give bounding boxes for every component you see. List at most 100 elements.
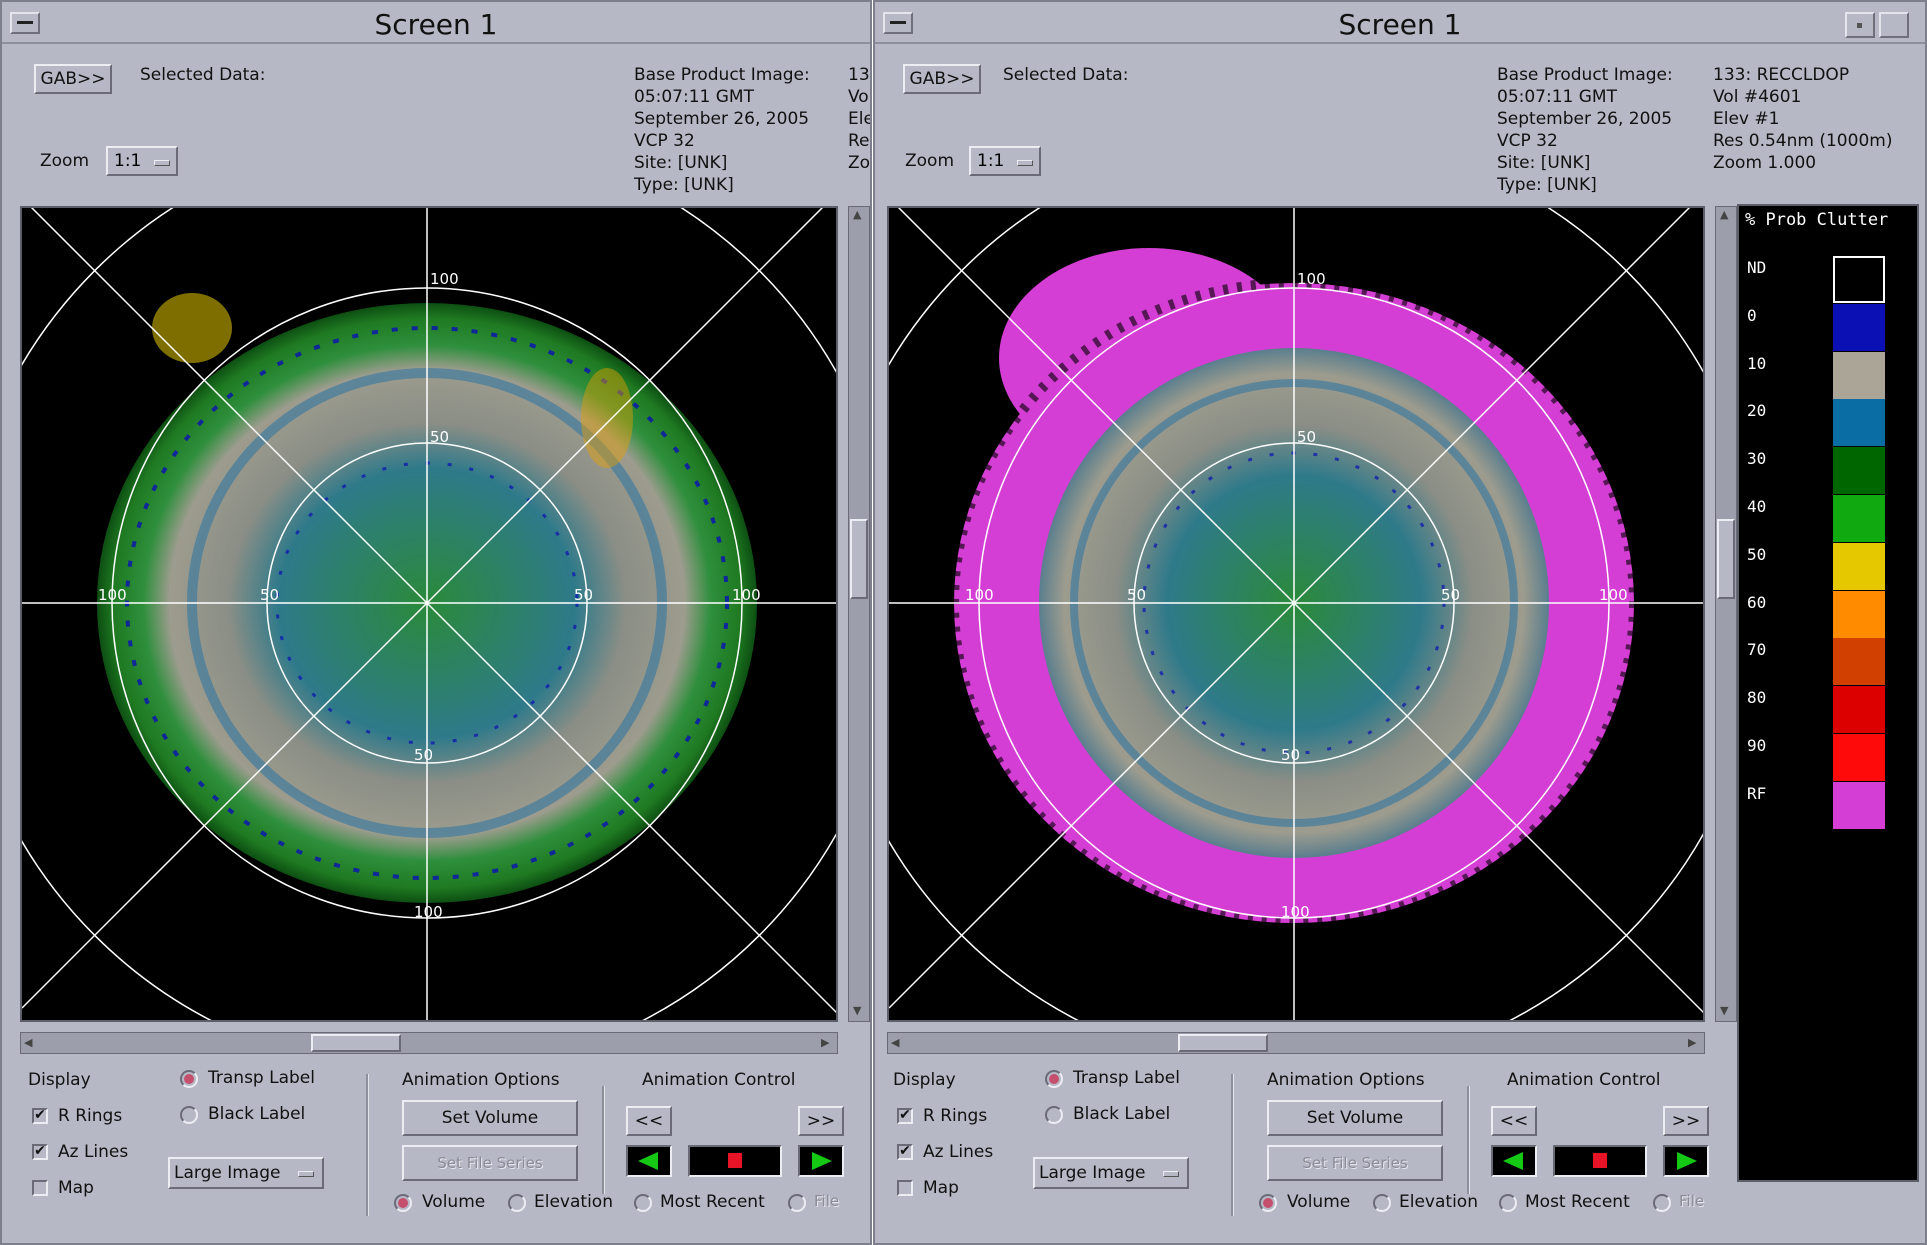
play-backward-icon: [638, 1152, 658, 1170]
black-label-text: Black Label: [208, 1104, 306, 1124]
display-heading: Display: [28, 1070, 91, 1090]
scroll-left-icon[interactable]: ◀: [24, 1036, 33, 1049]
product-info-line: September 26, 2005: [1497, 109, 1673, 129]
zoom-select[interactable]: 1:1: [106, 146, 178, 176]
black-label-radio[interactable]: [1045, 1106, 1063, 1124]
radar-image: 100 50 50 100 100 50 50 100: [889, 208, 1703, 1020]
elevation-radio[interactable]: [1373, 1194, 1391, 1212]
ring-label: 50: [430, 428, 449, 446]
product-info: Base Product Image: 05:07:11 GMT Septemb…: [634, 64, 824, 196]
azimuth-line: [889, 208, 1691, 1009]
scroll-left-icon[interactable]: ◀: [891, 1036, 900, 1049]
gab-button[interactable]: GAB>>: [34, 64, 112, 94]
ring-label: 100: [732, 586, 761, 604]
az-lines-checkbox[interactable]: ✔: [32, 1144, 48, 1160]
horizontal-scrollbar[interactable]: ◀ ▶: [20, 1032, 838, 1054]
scroll-down-icon[interactable]: ▼: [853, 1004, 862, 1017]
scroll-right-icon[interactable]: ▶: [1688, 1036, 1697, 1049]
radar-display[interactable]: 100 50 50 100 100 50 50 100: [20, 206, 838, 1022]
scroll-thumb[interactable]: [850, 519, 868, 599]
volume-radio[interactable]: [394, 1194, 412, 1212]
scroll-thumb[interactable]: [1717, 519, 1735, 599]
product-info-line: Site: [UNK]: [634, 153, 728, 173]
file-radio[interactable]: [788, 1194, 806, 1212]
product-meta-line: Res 0.54nm (1000m): [1713, 131, 1893, 151]
fast-forward-button[interactable]: >>: [1663, 1106, 1709, 1136]
volume-radio[interactable]: [1259, 1194, 1277, 1212]
ring-label: 100: [414, 903, 443, 921]
stop-button[interactable]: [1553, 1145, 1647, 1177]
product-meta-line: Elev #1: [1713, 109, 1780, 129]
volume-label: Volume: [422, 1192, 486, 1212]
play-backward-button[interactable]: [626, 1145, 672, 1177]
window-title: Screen 1: [1338, 8, 1462, 41]
ring-label: 100: [1281, 903, 1310, 921]
rewind-button[interactable]: <<: [1491, 1106, 1537, 1136]
play-forward-button[interactable]: [798, 1145, 844, 1177]
legend-swatch: [1833, 256, 1885, 303]
az-lines-checkbox[interactable]: ✔: [897, 1144, 913, 1160]
file-label: File: [814, 1192, 840, 1210]
play-forward-icon: [1677, 1152, 1697, 1170]
black-label-radio[interactable]: [180, 1106, 198, 1124]
ring-label: 100: [965, 586, 994, 604]
fast-forward-button[interactable]: >>: [798, 1106, 844, 1136]
horizontal-scrollbar[interactable]: ◀ ▶: [887, 1032, 1705, 1054]
set-file-series-button[interactable]: Set File Series: [1267, 1145, 1443, 1181]
scroll-up-icon[interactable]: ▲: [1720, 208, 1729, 221]
set-volume-button[interactable]: Set Volume: [1267, 1100, 1443, 1136]
transp-label-radio[interactable]: [180, 1070, 198, 1088]
map-label: Map: [58, 1178, 94, 1198]
most-recent-radio[interactable]: [634, 1194, 652, 1212]
scroll-thumb[interactable]: [1178, 1034, 1268, 1052]
legend-swatch: [1833, 399, 1885, 447]
set-file-series-button[interactable]: Set File Series: [402, 1145, 578, 1181]
legend-swatch: [1833, 686, 1885, 734]
zoom-value: 1:1: [114, 151, 142, 171]
product-meta-line: Vol #4601: [1713, 87, 1802, 107]
title-bar[interactable]: Screen 1: [875, 2, 1925, 44]
legend-title: % Prob Clutter: [1745, 210, 1889, 230]
elevation-radio[interactable]: [508, 1194, 526, 1212]
vertical-scrollbar[interactable]: ▲ ▼: [848, 206, 870, 1022]
play-backward-button[interactable]: [1491, 1145, 1537, 1177]
vertical-scrollbar[interactable]: ▲ ▼: [1715, 206, 1737, 1022]
product-info-line: Type: [UNK]: [1497, 175, 1597, 195]
r-rings-checkbox[interactable]: ✔: [32, 1108, 48, 1124]
most-recent-label: Most Recent: [660, 1192, 765, 1212]
map-checkbox[interactable]: [32, 1180, 48, 1196]
radar-image: 100 50 50 100 100 50 50 100: [22, 208, 836, 1020]
product-info-line: 05:07:11 GMT: [1497, 87, 1617, 107]
color-legend: % Prob Clutter ND 0 10 20 30 40 50 60 70 80 90 RF: [1737, 204, 1919, 1182]
legend-label: 10: [1747, 353, 1767, 373]
set-volume-button[interactable]: Set Volume: [402, 1100, 578, 1136]
scroll-right-icon[interactable]: ▶: [821, 1036, 830, 1049]
rewind-button[interactable]: <<: [626, 1106, 672, 1136]
play-forward-button[interactable]: [1663, 1145, 1709, 1177]
transp-label-radio[interactable]: [1045, 1070, 1063, 1088]
most-recent-radio[interactable]: [1499, 1194, 1517, 1212]
r-rings-checkbox[interactable]: ✔: [897, 1108, 913, 1124]
product-info-line: VCP 32: [634, 131, 695, 151]
map-checkbox[interactable]: [897, 1180, 913, 1196]
scroll-down-icon[interactable]: ▼: [1720, 1004, 1729, 1017]
scroll-thumb[interactable]: [311, 1034, 401, 1052]
window-menu-button[interactable]: [10, 12, 40, 34]
window-title: Screen 1: [374, 8, 498, 41]
scroll-up-icon[interactable]: ▲: [853, 208, 862, 221]
stop-button[interactable]: [688, 1145, 782, 1177]
azimuth-line: [22, 208, 824, 1009]
large-image-select[interactable]: Large Image: [168, 1157, 324, 1189]
radar-display[interactable]: 100 50 50 100 100 50 50 100: [887, 206, 1705, 1022]
zoom-select[interactable]: 1:1: [969, 146, 1041, 176]
maximize-button[interactable]: [1879, 12, 1909, 38]
title-bar[interactable]: Screen 1: [2, 2, 870, 44]
legend-label: 40: [1747, 497, 1767, 516]
gab-button[interactable]: GAB>>: [903, 64, 981, 94]
large-image-select[interactable]: Large Image: [1033, 1157, 1189, 1189]
menu-icon: [17, 21, 33, 24]
file-radio[interactable]: [1653, 1194, 1671, 1212]
minimize-button[interactable]: [1845, 12, 1875, 38]
window-menu-button[interactable]: [883, 12, 913, 34]
legend-label: RF: [1747, 783, 1767, 803]
